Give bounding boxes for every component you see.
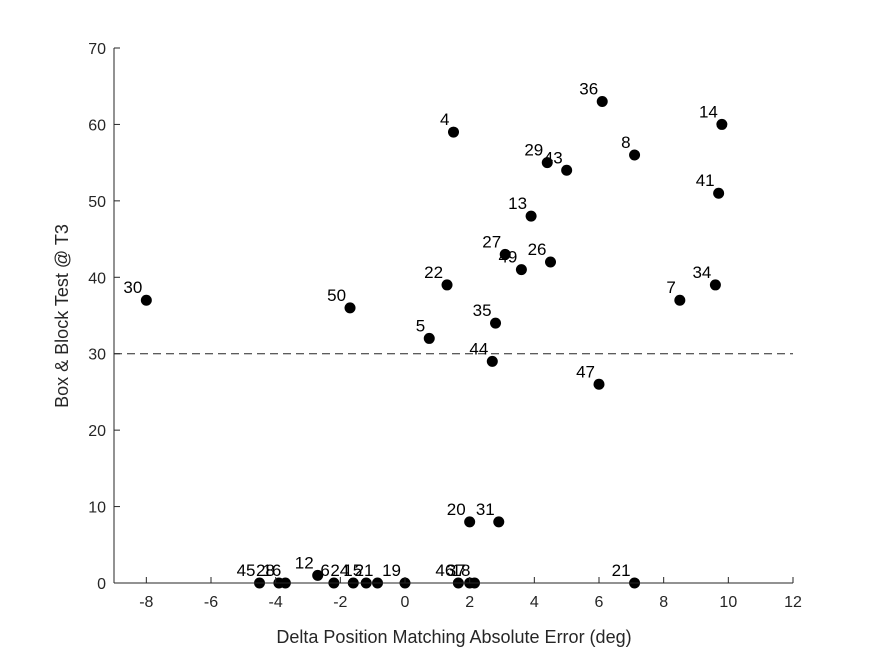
x-tick-label: 10 [719,594,737,611]
data-point [541,157,553,169]
data-point [629,149,641,161]
data-point [344,302,356,314]
x-tick-label: 6 [595,594,604,611]
data-point-label: 14 [699,102,718,121]
data-point-label: 46 [435,561,454,580]
data-point [441,279,453,291]
data-point-label: 18 [452,561,471,580]
data-point [448,126,459,138]
data-point-label: 5 [416,316,425,335]
x-tick-label: -2 [333,594,347,611]
data-point-label: 15 [343,561,362,580]
x-tick-label: 2 [465,594,474,611]
data-point [486,355,498,367]
x-tick-label: 8 [659,594,668,611]
data-point-label: 20 [447,500,466,519]
x-tick-label: 0 [401,594,410,611]
data-point-label: 6 [320,561,329,580]
data-point-label: 36 [579,80,598,99]
data-point-label: 27 [482,232,501,251]
data-point-label: 29 [524,141,543,160]
data-point-label: 22 [424,263,443,282]
data-point [490,317,502,329]
data-point-label: 24 [330,561,349,580]
data-point-label: 7 [666,278,675,297]
data-point [561,164,573,176]
data-point [713,187,725,199]
data-point-label: 30 [123,278,142,297]
data-point-label: 45 [237,561,256,580]
data-point-label: 35 [473,301,492,320]
data-point [525,210,537,222]
data-point-label: 49 [498,248,517,267]
data-point [423,332,435,344]
data-point-label: 19 [382,561,401,580]
data-point-label: 21 [612,561,631,580]
data-point-label: 28 [256,561,275,580]
x-tick-label: -8 [139,594,153,611]
data-point-label: 50 [327,286,346,305]
data-point-label: 13 [508,194,527,213]
data-point [464,516,476,528]
data-point-label: 43 [544,148,563,167]
x-tick-label: 4 [530,594,539,611]
data-point-label: 4 [440,110,449,129]
data-point-label: 44 [469,339,488,358]
data-point [499,248,511,260]
y-axis-label: Box & Block Test @ T3 [52,224,72,408]
x-axis-label: Delta Position Matching Absolute Error (… [276,627,631,647]
x-tick-label: -4 [269,594,283,611]
data-point [545,256,556,268]
y-tick-label: 30 [88,347,106,364]
data-point-label: 16 [262,561,281,580]
y-tick-label: 50 [88,194,106,211]
y-tick-label: 0 [97,576,106,593]
data-point-label: 47 [576,362,595,381]
data-point-label: 12 [295,553,314,572]
data-point-label: 21 [355,561,374,580]
data-point [593,378,605,390]
data-point [515,264,527,276]
data-point [709,279,721,291]
data-point [596,96,608,107]
y-tick-label: 20 [88,423,106,440]
data-point-label: 26 [528,240,547,259]
y-tick-label: 60 [88,117,106,134]
y-tick-label: 40 [88,270,106,287]
data-point-label: 31 [476,500,495,519]
data-point-label: 8 [621,133,630,152]
data-point [716,118,728,130]
data-point [674,294,686,306]
x-tick-label: 12 [784,594,802,611]
data-point-label: 34 [692,263,711,282]
x-tick-label: -6 [204,594,218,611]
y-tick-label: 70 [88,41,106,58]
data-point [140,294,152,306]
y-tick-label: 10 [88,500,106,517]
data-point [493,516,505,528]
data-point [312,569,324,581]
data-point-label: 37 [447,561,466,580]
data-point-label: 41 [696,171,715,190]
